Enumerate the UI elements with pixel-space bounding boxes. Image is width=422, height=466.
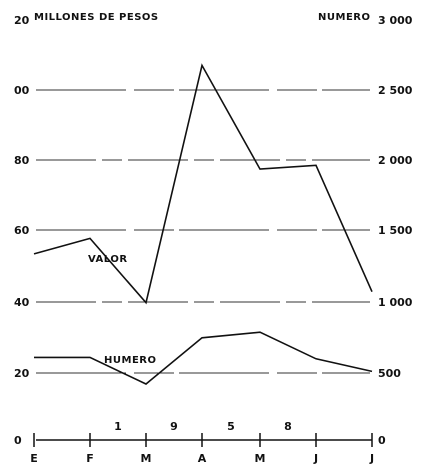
x-tick-label: E	[30, 452, 38, 465]
x-tick-label: J	[313, 452, 318, 465]
title-right: NUMERO	[318, 12, 370, 23]
series-line-valor	[33, 63, 373, 305]
left-tick-label: 80	[14, 154, 30, 167]
x-tick-label: J	[369, 452, 374, 465]
series	[33, 63, 373, 385]
year-digit: 8	[284, 420, 292, 433]
x-tick-label: A	[198, 452, 207, 465]
right-tick-label: 500	[378, 367, 401, 380]
series-label-valor: VALOR	[88, 254, 128, 265]
left-tick-label: 00	[14, 84, 30, 97]
x-tick-label: F	[86, 452, 94, 465]
right-tick-label: 1 500	[378, 224, 413, 237]
year-digit: 9	[170, 420, 178, 433]
x-tick-label: M	[255, 452, 266, 465]
series-line-numero	[34, 331, 373, 385]
year-digit: 5	[227, 420, 235, 433]
left-tick-label: 20	[14, 367, 30, 380]
right-tick-label: 3 000	[378, 14, 413, 27]
grid-lines	[36, 89, 370, 374]
right-axis-ticks: 3 000 2 500 2 000 1 500 1 000 500 0	[378, 14, 413, 447]
series-label-numero: HUMERO	[104, 355, 156, 366]
left-axis-ticks: 20 00 80 60 40 20 0	[14, 14, 30, 447]
right-tick-label: 2 000	[378, 154, 413, 167]
year-digit: 1	[114, 420, 122, 433]
left-tick-label: 0	[14, 434, 22, 447]
left-tick-label: 20	[14, 14, 30, 27]
right-tick-label: 2 500	[378, 84, 413, 97]
right-tick-label: 0	[378, 434, 386, 447]
x-tick-label: M	[141, 452, 152, 465]
right-tick-label: 1 000	[378, 296, 413, 309]
title-left: MILLONES DE PESOS	[34, 12, 159, 23]
left-tick-label: 60	[14, 224, 30, 237]
left-tick-label: 40	[14, 296, 30, 309]
